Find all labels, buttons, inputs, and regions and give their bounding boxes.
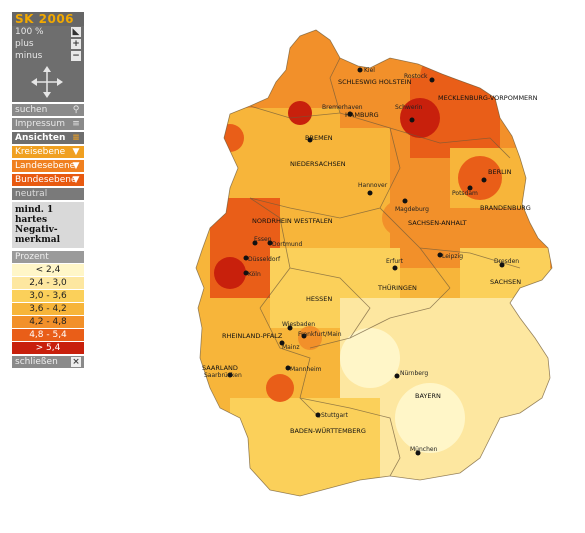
indicator-description: mind. 1 hartes Negativ-merkmal (12, 202, 84, 248)
search-icon[interactable]: ⚲ (72, 105, 80, 115)
city-label: Frankfurt/Main (298, 331, 342, 338)
views-label: Ansichten (15, 133, 66, 143)
minus-icon[interactable]: − (71, 51, 81, 61)
state-label: SACHSEN-ANHALT (408, 219, 467, 227)
minus-label: minus (15, 51, 43, 61)
legend-item: 2,4 - 3,0 (12, 276, 84, 289)
level-land-label: Landesebene (15, 161, 76, 171)
legend-item: > 5,4 (12, 341, 84, 354)
legend-item: 4,8 - 5,4 (12, 328, 84, 341)
city-label: Dortmund (272, 241, 303, 248)
city-label: Rostock (404, 73, 428, 80)
reset-zoom-icon[interactable]: ◣ (71, 27, 81, 37)
views-menu-icon: ≡ (72, 133, 80, 143)
legend-item: 3,0 - 3,6 (12, 289, 84, 302)
state-label: RHEINLAND-PFALZ (222, 332, 283, 340)
state-label: SAARLAND (202, 364, 238, 372)
state-label: BREMEN (305, 134, 333, 142)
state-label: BAYERN (415, 392, 441, 400)
menu-icon: ≡ (72, 119, 80, 129)
level-kreis-button[interactable]: Kreisebene ▼ (12, 146, 84, 158)
app-title: SK 2006 (12, 12, 84, 26)
city-label: Magdeburg (395, 206, 429, 213)
zoom-level-row: 100 % ◣ (12, 26, 84, 38)
legend-title: Prozent (12, 251, 84, 263)
germany-choropleth-map[interactable]: SCHLESWIG HOLSTEIN MECKLENBURG-VORPOMMER… (190, 18, 560, 513)
state-label: SCHLESWIG HOLSTEIN (338, 78, 412, 86)
state-label: HESSEN (306, 295, 332, 303)
legend: < 2,4 2,4 - 3,0 3,0 - 3,6 3,6 - 4,2 4,2 … (12, 263, 84, 354)
city-label: Wiesbaden (282, 321, 315, 328)
city-label: München (410, 446, 438, 453)
city-label: Potsdam (452, 190, 478, 197)
state-label: SACHSEN (490, 278, 521, 286)
neutral-button[interactable]: neutral (12, 188, 84, 200)
zoom-out-row[interactable]: minus − (12, 50, 84, 62)
legend-item: 4,2 - 4,8 (12, 315, 84, 328)
city-label: Schwerin (395, 104, 423, 111)
city-label: Düsseldorf (248, 256, 281, 263)
legend-item: 3,6 - 4,2 (12, 302, 84, 315)
state-label: HAMBURG (345, 111, 379, 119)
close-label: schließen (15, 357, 58, 367)
pan-control[interactable] (12, 62, 84, 102)
city-label: Stuttgart (321, 412, 349, 419)
legend-item: < 2,4 (12, 263, 84, 276)
city-label: Bremerhaven (322, 104, 363, 111)
city-labels: Kiel Rostock Bremerhaven Schwerin Potsda… (204, 67, 519, 453)
city-label: Saarbrücken (204, 372, 242, 379)
level-kreis-label: Kreisebene (15, 147, 66, 157)
impressum-label: Impressum (15, 119, 66, 129)
dropdown-icon: ▼ (72, 147, 80, 157)
state-label: MECKLENBURG-VORPOMMERN (438, 94, 538, 102)
city-label: Kiel (364, 67, 375, 74)
city-label: Köln (248, 271, 261, 278)
search-label: suchen (15, 105, 48, 115)
state-label: NIEDERSACHSEN (290, 160, 346, 168)
neutral-label: neutral (15, 189, 48, 199)
state-labels: SCHLESWIG HOLSTEIN MECKLENBURG-VORPOMMER… (202, 78, 538, 435)
dropdown-icon: ▼ (72, 161, 80, 171)
plus-icon[interactable]: + (71, 39, 81, 49)
city-label: Mannheim (290, 366, 322, 373)
state-label: BRANDENBURG (480, 204, 531, 212)
close-icon[interactable]: × (71, 357, 81, 367)
search-button[interactable]: suchen ⚲ (12, 104, 84, 116)
level-bund-button[interactable]: Bundesebene ▼ (12, 174, 84, 186)
city-label: Dresden (494, 258, 519, 265)
city-label: Nürnberg (400, 370, 428, 377)
zoom-in-row[interactable]: plus + (12, 38, 84, 50)
close-button[interactable]: schließen × (12, 356, 84, 368)
zoom-panel: 100 % ◣ plus + minus − (12, 26, 84, 102)
city-label: Essen (254, 236, 272, 243)
city-label: Mainz (282, 344, 299, 351)
views-header[interactable]: Ansichten ≡ (12, 132, 84, 144)
state-label: BADEN-WÜRTTEMBERG (290, 426, 366, 435)
city-label: Hannover (358, 182, 388, 189)
state-label: NORDRHEIN WESTFALEN (252, 217, 333, 225)
state-label: BERLIN (488, 168, 512, 176)
dropdown-icon: ▼ (72, 175, 80, 185)
pan-arrows-icon[interactable] (29, 64, 65, 100)
zoom-level-value: 100 % (15, 27, 44, 37)
impressum-button[interactable]: Impressum ≡ (12, 118, 84, 130)
level-land-button[interactable]: Landesebene ▼ (12, 160, 84, 172)
city-label: Leipzig (442, 253, 463, 260)
map-control-panel: SK 2006 100 % ◣ plus + minus − (12, 12, 84, 368)
plus-label: plus (15, 39, 34, 49)
state-label: THÜRINGEN (377, 283, 417, 292)
city-label: Erfurt (386, 258, 404, 265)
level-bund-label: Bundesebene (15, 175, 77, 185)
city-markers (227, 67, 505, 456)
